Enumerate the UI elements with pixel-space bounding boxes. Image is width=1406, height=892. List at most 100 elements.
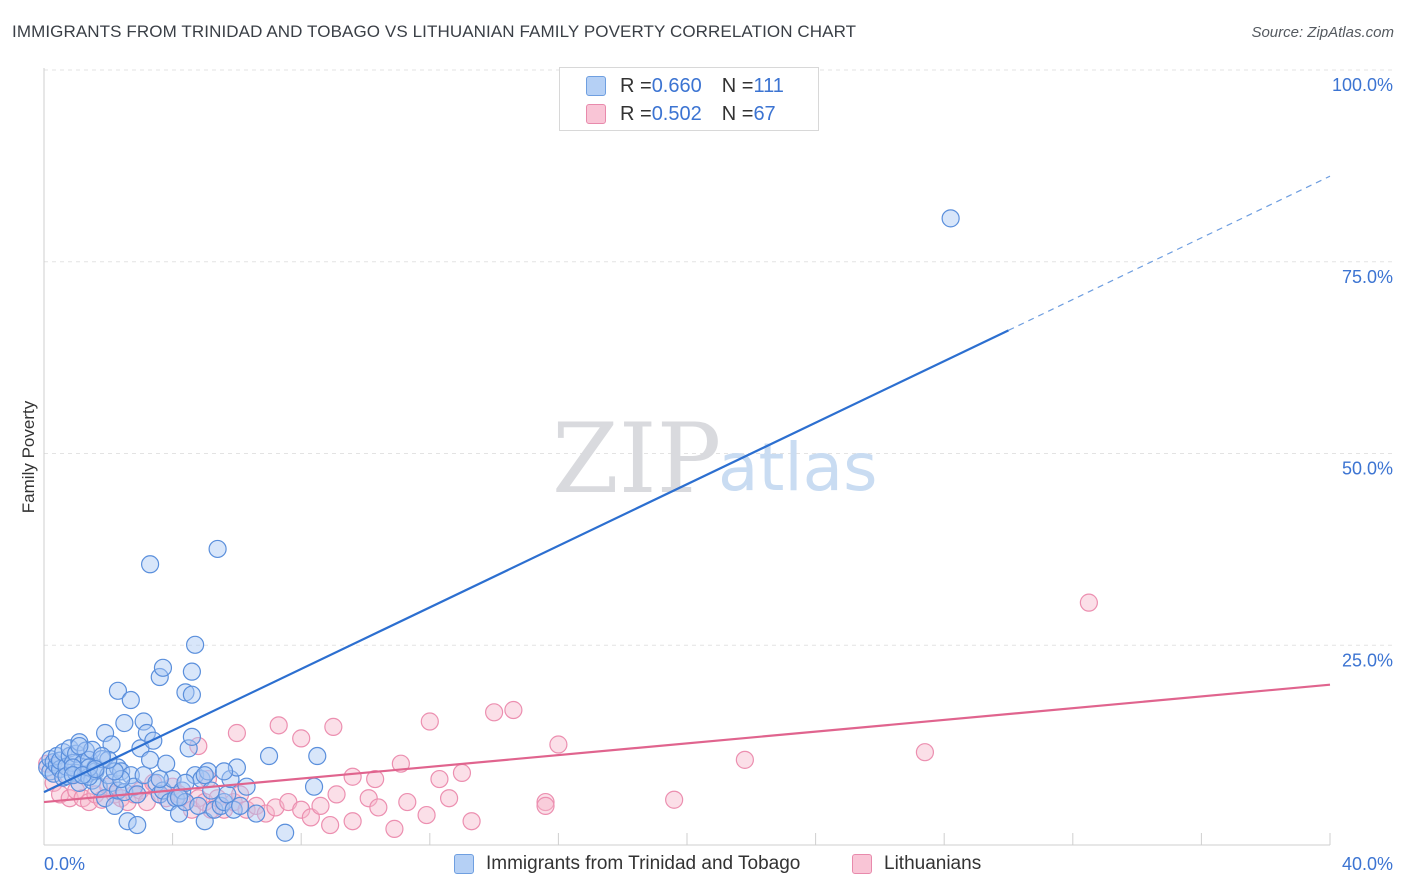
- watermark-atlas: atlas: [718, 429, 878, 506]
- y-tick-label: 25.0%: [1342, 650, 1393, 670]
- data-point-lithuanians: [366, 769, 385, 789]
- data-point-lithuanians: [536, 792, 555, 812]
- x-tick-label: 40.0%: [1342, 854, 1393, 874]
- legend-label-lithuanians: Lithuanians: [884, 853, 982, 874]
- data-point-trinidad: [308, 746, 327, 766]
- y-tick-label: 100.0%: [1332, 75, 1393, 95]
- data-point-trinidad: [121, 690, 140, 710]
- series-trinidad-points: [38, 209, 960, 842]
- data-point-lithuanians: [343, 812, 362, 831]
- data-point-trinidad: [195, 766, 214, 785]
- data-point-trinidad: [182, 685, 201, 704]
- legend-item-lithuanians[interactable]: Lithuanians: [852, 851, 981, 877]
- data-point-lithuanians: [398, 792, 417, 812]
- data-point-lithuanians: [439, 789, 459, 808]
- legend-swatch-trinidad: [454, 854, 474, 874]
- trend-line-trinidad: [43, 329, 1009, 794]
- data-point-lithuanians: [292, 800, 311, 819]
- data-point-trinidad: [63, 758, 83, 777]
- r-value-lithuanians: 0.502: [651, 102, 702, 125]
- data-point-lithuanians: [485, 703, 504, 722]
- data-point-lithuanians: [462, 812, 481, 831]
- data-point-trinidad: [182, 662, 201, 681]
- data-point-trinidad: [231, 796, 250, 815]
- data-point-lithuanians: [369, 798, 388, 817]
- data-point-lithuanians: [417, 805, 436, 825]
- trend-line-trinidad-extension: [1008, 175, 1331, 331]
- correlation-row-trinidad: R = 0.660 N = 111: [586, 72, 784, 100]
- legend-item-trinidad[interactable]: Immigrants from Trinidad and Tobago: [454, 851, 800, 877]
- correlation-legend: R = 0.660 N = 111 R = 0.502 N = 67: [559, 67, 819, 131]
- axis-layer: 25.0% 50.0% 75.0% 100.0% 0.0% 40.0%: [43, 68, 1393, 874]
- r-value-trinidad: 0.660: [651, 74, 702, 97]
- data-point-lithuanians: [536, 796, 555, 815]
- data-point-trinidad: [95, 723, 115, 743]
- series-lithuanians-points: [38, 593, 1098, 838]
- data-point-lithuanians: [359, 789, 378, 808]
- data-point-lithuanians: [321, 815, 340, 835]
- y-tick-label: 75.0%: [1342, 267, 1393, 287]
- data-point-trinidad: [247, 804, 266, 823]
- data-point-lithuanians: [324, 717, 343, 736]
- n-value-trinidad: 111: [753, 74, 784, 97]
- data-point-lithuanians: [391, 754, 410, 773]
- n-value-lithuanians: 67: [753, 102, 776, 125]
- y-axis-label: Family Poverty: [19, 400, 38, 513]
- data-point-lithuanians: [247, 796, 266, 815]
- data-point-trinidad: [157, 754, 176, 773]
- data-point-lithuanians: [327, 785, 346, 804]
- data-point-lithuanians: [452, 763, 472, 783]
- x-tick-label: 0.0%: [44, 854, 85, 874]
- data-point-lithuanians: [256, 804, 275, 823]
- r-label: R =: [620, 102, 652, 125]
- data-point-trinidad: [118, 812, 137, 831]
- data-point-trinidad: [237, 777, 256, 796]
- data-point-trinidad: [304, 777, 324, 796]
- data-point-trinidad: [105, 796, 124, 815]
- data-point-lithuanians: [420, 712, 439, 731]
- trend-line-lithuanians: [43, 683, 1331, 804]
- data-point-lithuanians: [311, 796, 330, 815]
- data-point-lithuanians: [915, 743, 935, 762]
- data-point-trinidad: [169, 804, 189, 823]
- data-point-trinidad: [128, 815, 147, 835]
- legend-swatch-lithuanians: [586, 104, 606, 124]
- chart-title: IMMIGRANTS FROM TRINIDAD AND TOBAGO VS L…: [12, 22, 857, 41]
- data-point-trinidad: [276, 823, 295, 842]
- data-point-lithuanians: [1079, 593, 1098, 612]
- legend-swatch-lithuanians: [852, 854, 872, 874]
- trend-layer: [43, 175, 1331, 804]
- data-point-trinidad: [150, 769, 169, 789]
- data-point-trinidad: [941, 209, 960, 228]
- legend-label-trinidad: Immigrants from Trinidad and Tobago: [486, 853, 801, 874]
- n-label: N =: [721, 74, 754, 97]
- data-point-lithuanians: [549, 735, 568, 754]
- data-point-trinidad: [169, 788, 189, 807]
- data-point-lithuanians: [430, 769, 449, 789]
- data-point-lithuanians: [292, 729, 311, 748]
- data-point-trinidad: [182, 727, 201, 746]
- data-point-trinidad: [70, 736, 89, 756]
- grid-layer: [44, 69, 1393, 646]
- data-point-lithuanians: [343, 767, 362, 786]
- data-point-lithuanians: [665, 790, 684, 809]
- data-point-trinidad: [189, 796, 208, 815]
- legend-swatch-trinidad: [586, 76, 606, 96]
- data-point-trinidad: [259, 746, 279, 766]
- data-point-trinidad: [186, 635, 205, 654]
- data-point-trinidad: [140, 555, 160, 574]
- data-point-trinidad: [115, 713, 134, 733]
- data-point-trinidad: [179, 739, 198, 758]
- data-point-lithuanians: [227, 723, 246, 743]
- data-point-lithuanians: [269, 716, 288, 735]
- data-point-trinidad: [214, 762, 234, 781]
- n-label: N =: [721, 102, 754, 125]
- watermark: ZIP atlas: [552, 403, 878, 515]
- data-point-trinidad: [86, 759, 105, 779]
- data-point-lithuanians: [385, 819, 404, 838]
- data-point-trinidad: [134, 712, 153, 731]
- data-point-lithuanians: [504, 700, 523, 720]
- correlation-row-lithuanians: R = 0.502 N = 67: [586, 100, 776, 128]
- data-point-trinidad: [108, 681, 128, 700]
